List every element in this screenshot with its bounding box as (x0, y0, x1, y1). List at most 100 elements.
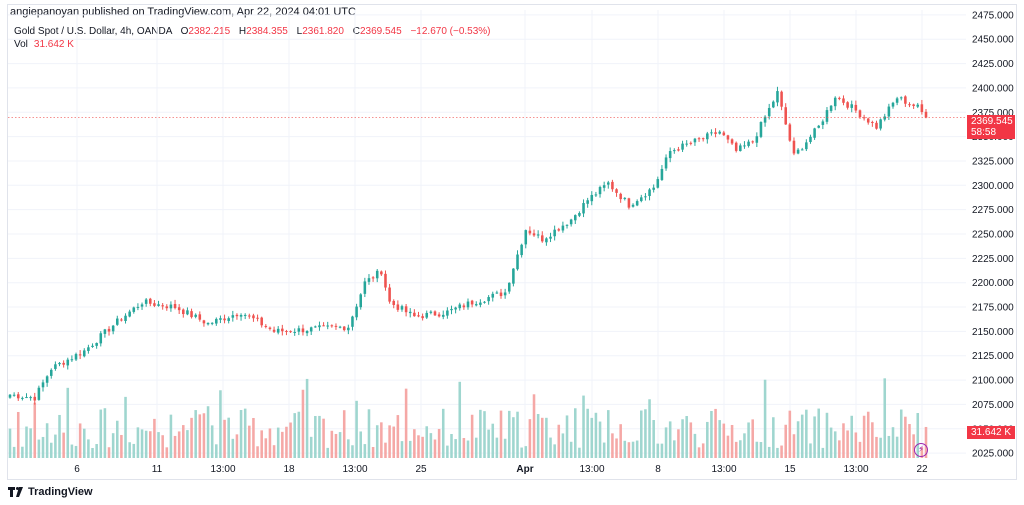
volume-bar (561, 433, 565, 458)
candle-body (652, 187, 655, 190)
candle-body (553, 229, 556, 237)
volume-bar (755, 441, 759, 458)
chart-frame (7, 4, 1017, 480)
volume-bar (668, 421, 672, 458)
volume-bar (689, 422, 693, 458)
volume-bar (95, 444, 98, 458)
candle-body (276, 328, 280, 333)
candle-body (136, 306, 140, 308)
volume-bar (206, 406, 210, 458)
volume-bar (553, 444, 556, 458)
candle-body (586, 200, 589, 204)
candle-body (252, 315, 255, 319)
candle-body (833, 97, 837, 107)
candle-body (743, 145, 746, 147)
candle-body (722, 132, 726, 136)
volume-bar (417, 435, 420, 458)
volume-bar (91, 447, 94, 458)
volume-bar (598, 421, 602, 458)
price-chart[interactable]: 2025.0002050.0002075.0002100.0002125.000… (0, 0, 1024, 480)
candle-body (342, 326, 346, 331)
candle-body (70, 359, 74, 361)
candle-body (272, 329, 276, 332)
lightning-icon[interactable]: ⚡ (914, 443, 928, 457)
candle-body (173, 303, 177, 309)
candle-body (842, 98, 845, 103)
candle-body (91, 345, 94, 347)
volume-bar (916, 413, 920, 458)
volume-bar (347, 439, 350, 458)
candle-body (503, 292, 507, 296)
change-value: −12.670 (−0.53%) (410, 26, 491, 37)
candle-body (499, 292, 503, 297)
candle-body (334, 325, 338, 327)
candle-body (347, 327, 350, 331)
candle-body (223, 318, 226, 321)
candle-body (759, 122, 763, 137)
volume-bar (33, 402, 37, 458)
volume-bar (252, 417, 255, 458)
volume-bar (739, 440, 742, 458)
candle-body (825, 110, 829, 122)
volume-bar (693, 433, 697, 458)
candle-body (425, 312, 429, 318)
volume-bar (62, 432, 65, 458)
volume-bar (495, 437, 499, 458)
volume-bar (904, 416, 907, 458)
volume-bar (120, 434, 123, 458)
volume-bar (248, 425, 251, 458)
candle-body (25, 397, 28, 399)
candle-body (437, 314, 441, 317)
x-tick-label: 13:00 (342, 464, 367, 475)
candle-body (314, 326, 317, 328)
candle-body (470, 300, 474, 305)
candle-body (623, 197, 627, 199)
volume-bar (338, 432, 342, 458)
volume-bar (326, 447, 329, 458)
candle-body (210, 322, 214, 324)
candle-body (763, 116, 767, 123)
volume-bar (817, 408, 820, 458)
candle-body (829, 105, 833, 111)
volume-bar (25, 426, 28, 458)
candle-body (924, 111, 928, 118)
symbol-label[interactable]: Gold Spot / U.S. Dollar, 4h, OANDA (14, 26, 172, 37)
volume-bar (49, 442, 53, 458)
volume-bar (276, 427, 280, 458)
volume-bar (726, 435, 730, 458)
y-tick-label: 2225.000 (972, 254, 1014, 265)
volume-bar (875, 436, 878, 458)
volume-bar (751, 419, 754, 458)
volume-bar (392, 426, 396, 458)
volume-bar (132, 443, 136, 458)
y-tick-label: 2150.000 (972, 327, 1014, 338)
candle-body (301, 328, 305, 333)
candle-body (648, 189, 651, 197)
candle-body (74, 354, 78, 360)
volume-bar (607, 410, 610, 458)
volume-bar (293, 413, 296, 458)
volume-bar (144, 430, 148, 458)
volume-bar (656, 443, 660, 458)
volume-bar (157, 432, 160, 458)
candle-body (157, 304, 160, 306)
volume-bar (582, 395, 585, 458)
candle-body (582, 203, 585, 214)
volume-bar (70, 444, 74, 458)
candle-body (887, 106, 891, 117)
candle-body (338, 326, 342, 328)
volume-bar (718, 420, 721, 458)
volume-bar (342, 410, 346, 458)
candle-body (598, 187, 602, 195)
volume-bar (165, 447, 169, 458)
y-tick-label: 2200.000 (972, 278, 1014, 289)
volume-bar (734, 441, 738, 458)
volume-bar (8, 428, 12, 458)
volume-bar (454, 439, 457, 458)
volume-bar (186, 430, 189, 458)
volume-bar (355, 400, 358, 458)
candle-body (260, 317, 263, 326)
volume-label[interactable]: Vol (14, 39, 28, 50)
candle-body (268, 327, 272, 329)
volume-bar (74, 445, 78, 458)
